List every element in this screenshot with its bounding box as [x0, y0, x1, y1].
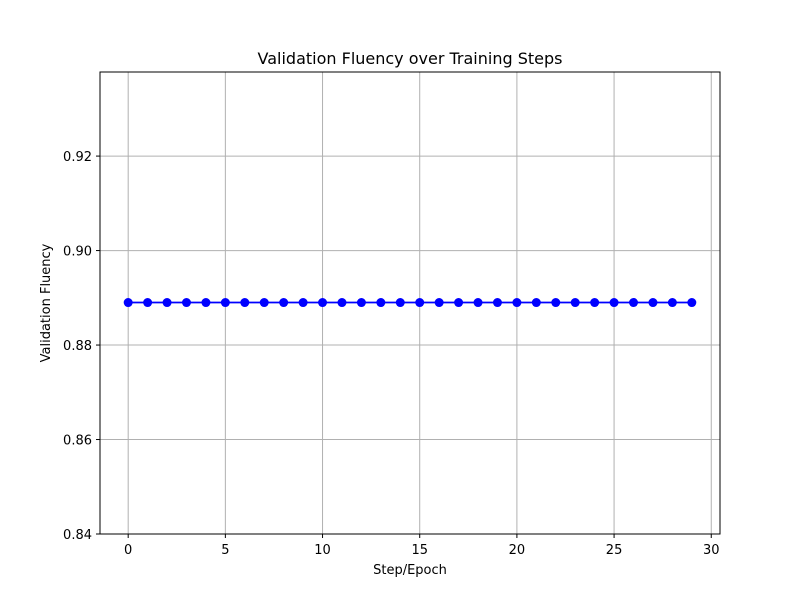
chart-title: Validation Fluency over Training Steps [258, 49, 563, 68]
x-tick-label: 25 [606, 543, 623, 558]
data-point [240, 298, 250, 308]
data-point [667, 298, 677, 308]
data-point [434, 298, 444, 308]
data-point [629, 298, 639, 308]
data-point [454, 298, 464, 308]
x-tick-label: 30 [703, 543, 720, 558]
data-point [143, 298, 153, 308]
data-point [492, 298, 502, 308]
data-point [259, 298, 269, 308]
data-point [376, 298, 386, 308]
data-point [687, 298, 697, 308]
x-tick-label: 0 [124, 543, 132, 558]
data-point [279, 298, 289, 308]
data-point [201, 298, 211, 308]
y-tick-label: 0.92 [63, 150, 92, 165]
data-point [356, 298, 366, 308]
series-layer [123, 298, 697, 308]
y-tick-label: 0.90 [63, 245, 92, 260]
x-tick-label: 15 [411, 543, 428, 558]
data-point [123, 298, 133, 308]
data-point [590, 298, 600, 308]
x-tick-label: 5 [221, 543, 229, 558]
data-point [395, 298, 405, 308]
data-point [531, 298, 541, 308]
x-tick-label: 20 [509, 543, 526, 558]
data-point [570, 298, 580, 308]
data-point [415, 298, 425, 308]
y-tick-label: 0.88 [63, 339, 92, 354]
data-point [473, 298, 483, 308]
data-point [648, 298, 658, 308]
plot-frame [99, 71, 721, 535]
ticks: 0 5 10 15 20 25 30 0.84 0.86 0.88 0.90 0.92 [63, 150, 719, 558]
data-point [298, 298, 308, 308]
data-point [609, 298, 619, 308]
data-point [512, 298, 522, 308]
data-point [162, 298, 172, 308]
data-point [337, 298, 347, 308]
data-point [220, 298, 230, 308]
y-axis-label: Validation Fluency [39, 243, 54, 362]
y-tick-label: 0.84 [63, 528, 92, 543]
x-tick-label: 10 [314, 543, 331, 558]
x-axis-label: Step/Epoch [373, 563, 447, 578]
data-point [181, 298, 191, 308]
y-tick-label: 0.86 [63, 434, 92, 449]
data-point [551, 298, 561, 308]
data-point [318, 298, 328, 308]
